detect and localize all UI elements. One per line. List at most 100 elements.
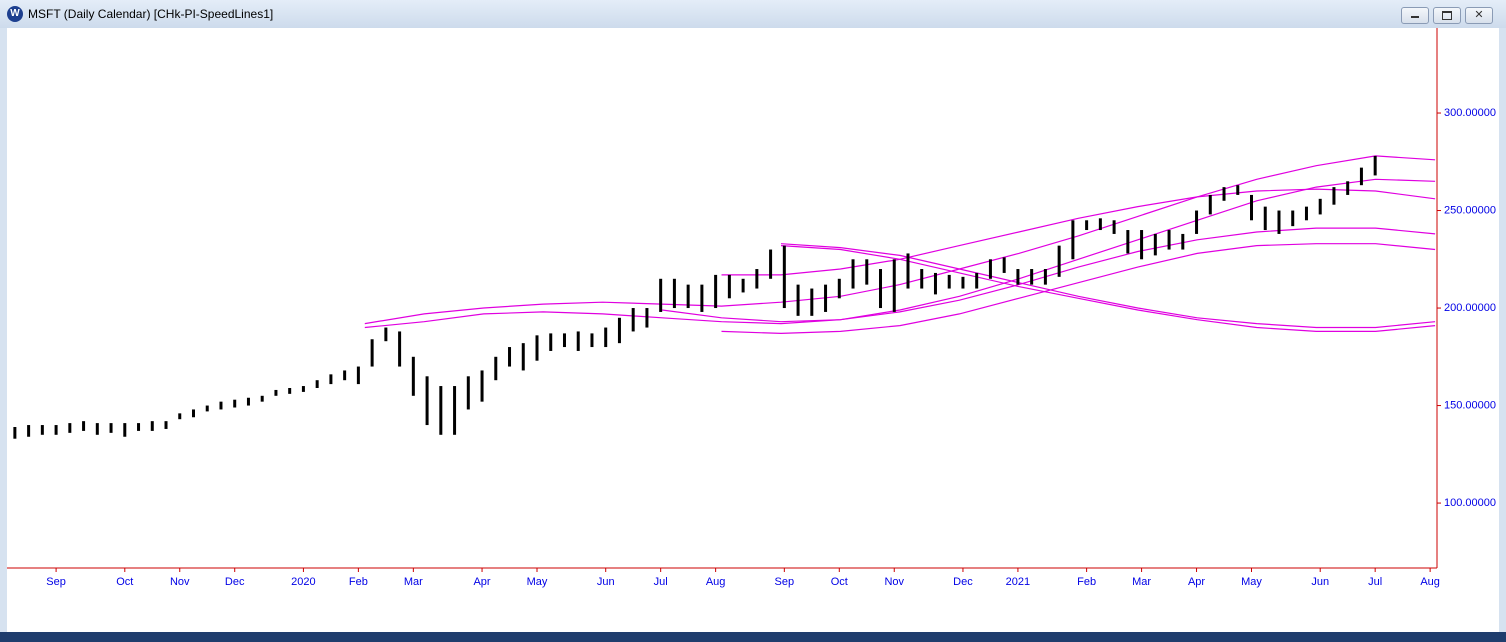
price-bar bbox=[1071, 220, 1075, 260]
price-bar bbox=[975, 272, 979, 289]
price-bar bbox=[1112, 220, 1116, 234]
price-bar bbox=[68, 423, 72, 433]
x-tick-label: Sep bbox=[775, 576, 795, 588]
x-tick-label: Feb bbox=[349, 576, 368, 588]
speed-line bbox=[364, 178, 1436, 329]
price-bar bbox=[288, 388, 292, 394]
x-tick-label: Jun bbox=[597, 576, 615, 588]
y-tick-label: 250.00000 bbox=[1444, 204, 1496, 216]
price-bar bbox=[1208, 194, 1212, 215]
price-bar bbox=[810, 288, 814, 316]
x-tick-label: Dec bbox=[225, 576, 245, 588]
price-bar bbox=[755, 269, 759, 289]
x-tick-label: Nov bbox=[170, 576, 190, 588]
price-bar bbox=[1318, 198, 1322, 215]
price-bar bbox=[1346, 181, 1350, 195]
restore-button[interactable] bbox=[1433, 7, 1461, 24]
price-bar bbox=[1030, 269, 1034, 285]
x-tick-label: 2020 bbox=[291, 576, 315, 588]
x-tick-label: Oct bbox=[831, 576, 848, 588]
speed-line bbox=[364, 155, 1436, 325]
price-bar bbox=[1277, 210, 1281, 234]
x-tick-label: May bbox=[527, 576, 548, 588]
price-bar bbox=[164, 421, 168, 429]
price-bar bbox=[645, 308, 649, 328]
price-bar bbox=[741, 278, 745, 293]
y-tick-label: 200.00000 bbox=[1444, 302, 1496, 314]
x-tick-label: Aug bbox=[1420, 576, 1440, 588]
price-bar bbox=[150, 421, 154, 431]
price-bar bbox=[1126, 230, 1130, 254]
x-tick-label: 2021 bbox=[1006, 576, 1030, 588]
price-bar bbox=[54, 425, 58, 435]
price-bar bbox=[1222, 187, 1226, 201]
price-bar bbox=[879, 269, 883, 309]
price-bar bbox=[672, 278, 676, 309]
price-bar bbox=[837, 278, 841, 299]
price-bar bbox=[562, 333, 566, 348]
price-bar bbox=[1098, 218, 1102, 231]
price-bar bbox=[549, 333, 553, 351]
y-tick-label: 300.00000 bbox=[1444, 107, 1496, 119]
speed-line bbox=[721, 188, 1436, 276]
price-bar bbox=[109, 423, 113, 433]
x-tick-label: Aug bbox=[706, 576, 726, 588]
speed-line bbox=[780, 245, 1436, 332]
price-bar bbox=[343, 370, 347, 381]
price-bar bbox=[123, 423, 127, 437]
y-tick-label: 150.00000 bbox=[1444, 399, 1496, 411]
price-bar bbox=[13, 427, 17, 439]
price-bar bbox=[1263, 206, 1267, 231]
x-tick-label: Feb bbox=[1077, 576, 1096, 588]
status-strip bbox=[0, 632, 1506, 642]
price-bar bbox=[466, 376, 470, 410]
price-bar bbox=[1332, 187, 1336, 205]
price-bar bbox=[246, 397, 250, 406]
price-bar bbox=[865, 259, 869, 285]
price-bar bbox=[205, 405, 209, 412]
price-bar bbox=[851, 259, 855, 289]
price-bar bbox=[191, 409, 195, 418]
price-bar bbox=[1291, 210, 1295, 227]
price-bar bbox=[356, 366, 360, 385]
title-bar: W MSFT (Daily Calendar) [CHk-PI-SpeedLin… bbox=[0, 0, 1506, 28]
price-bar bbox=[315, 380, 319, 388]
price-bar bbox=[329, 374, 333, 385]
x-tick-label: May bbox=[1241, 576, 1262, 588]
price-bar bbox=[1057, 245, 1061, 277]
price-bar bbox=[274, 389, 278, 396]
price-bar bbox=[1181, 233, 1185, 250]
price-bar bbox=[384, 327, 388, 342]
price-bar bbox=[604, 327, 608, 348]
price-bar bbox=[933, 272, 937, 295]
x-tick-label: Nov bbox=[884, 576, 904, 588]
price-bar bbox=[824, 284, 828, 312]
price-bar bbox=[1002, 257, 1006, 273]
price-bar bbox=[260, 395, 264, 402]
price-bar bbox=[1373, 155, 1377, 176]
price-bar bbox=[659, 278, 663, 312]
price-bar bbox=[906, 253, 910, 289]
price-bar bbox=[1304, 206, 1308, 221]
speed-line bbox=[662, 227, 1436, 323]
price-bar bbox=[1195, 210, 1199, 234]
x-tick-label: Jul bbox=[654, 576, 668, 588]
price-bar bbox=[1153, 233, 1157, 256]
price-bar bbox=[686, 284, 690, 309]
price-bar bbox=[370, 339, 374, 367]
price-bar bbox=[700, 284, 704, 312]
price-bar bbox=[782, 245, 786, 309]
price-bar bbox=[233, 399, 237, 408]
x-tick-label: Jul bbox=[1368, 576, 1382, 588]
close-button[interactable]: ✕ bbox=[1465, 7, 1493, 24]
app-icon[interactable]: W bbox=[7, 6, 23, 22]
price-bar bbox=[576, 331, 580, 351]
y-tick-label: 100.00000 bbox=[1444, 497, 1496, 509]
chart-background bbox=[7, 28, 1499, 632]
minimize-button[interactable] bbox=[1401, 7, 1429, 24]
price-bar bbox=[1140, 230, 1144, 260]
price-bar bbox=[920, 269, 924, 289]
x-tick-label: Mar bbox=[1132, 576, 1151, 588]
price-bar bbox=[425, 376, 429, 426]
